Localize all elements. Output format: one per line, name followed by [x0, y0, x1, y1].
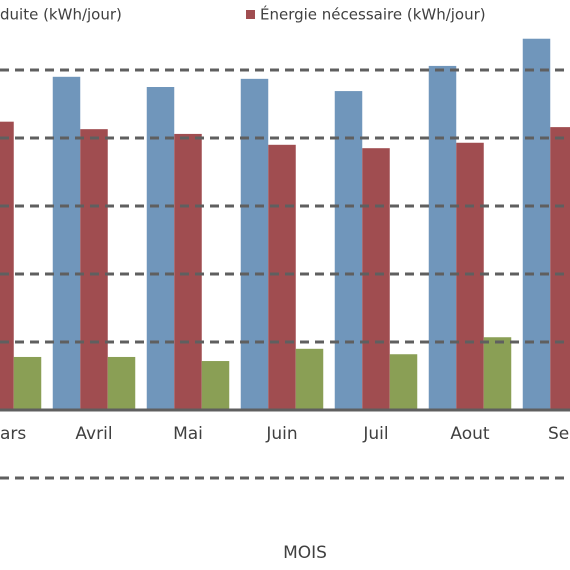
bar: [522, 38, 551, 410]
bar: [240, 78, 269, 410]
bar: [201, 361, 230, 410]
x-tick-label: Juil: [362, 424, 388, 444]
x-tick-label: Mai: [173, 424, 203, 444]
bar: [295, 348, 324, 410]
legend-swatch: [246, 10, 255, 19]
bar: [0, 121, 14, 411]
x-tick-label: Avril: [75, 424, 112, 444]
x-tick-label: ars: [0, 424, 26, 444]
bar: [456, 142, 484, 410]
x-tick-label: Juin: [265, 424, 297, 444]
bar: [174, 133, 202, 411]
bar: [550, 127, 570, 411]
x-tick-label: Aout: [450, 424, 490, 444]
bar: [428, 65, 457, 411]
x-axis-label: MOIS: [283, 543, 327, 563]
bar: [483, 337, 512, 410]
bar: [389, 354, 418, 410]
legend-label: Énergie nécessaire (kWh/jour): [260, 5, 486, 24]
bar: [107, 356, 136, 410]
legend-label: duite (kWh/jour): [0, 6, 122, 24]
bar: [80, 129, 108, 410]
bar: [146, 87, 175, 410]
bar: [52, 76, 81, 411]
bar: [13, 356, 42, 410]
bar: [268, 144, 296, 411]
x-tick-label: Sep: [548, 424, 570, 444]
bar: [334, 91, 363, 410]
bar: [362, 148, 390, 410]
